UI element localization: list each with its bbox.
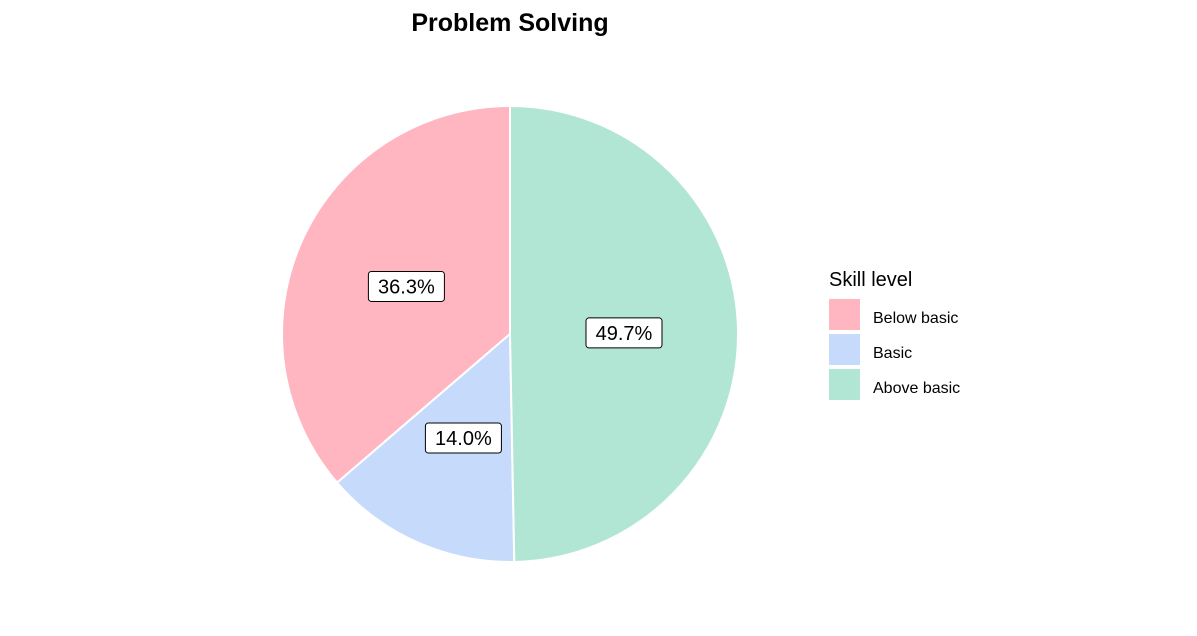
pie-slices <box>280 104 739 563</box>
legend-label-below-basic: Below basic <box>873 310 958 327</box>
legend-label-basic: Basic <box>873 345 912 362</box>
data-label-box <box>367 270 445 302</box>
legend-key-basic <box>829 334 860 365</box>
legend-key-above-basic <box>829 369 860 400</box>
chart-title: Problem Solving <box>411 9 608 37</box>
data-label-text: 49.7% <box>596 323 653 345</box>
data-label-below-basic: 36.3% <box>367 270 445 302</box>
legend-label-above-basic: Above basic <box>873 380 960 397</box>
data-label-box <box>424 422 502 454</box>
data-label-box <box>585 317 663 349</box>
data-label-text: 14.0% <box>435 428 492 450</box>
legend: Skill level Below basic Basic Above basic <box>829 269 960 400</box>
legend-title: Skill level <box>829 269 912 291</box>
data-label-text: 36.3% <box>378 276 435 298</box>
legend-key-below-basic <box>829 299 860 330</box>
data-label-basic: 14.0% <box>424 422 502 454</box>
data-label-above-basic: 49.7% <box>585 317 663 349</box>
pie-data-labels: 36.3% 14.0% 49.7% <box>367 270 663 454</box>
